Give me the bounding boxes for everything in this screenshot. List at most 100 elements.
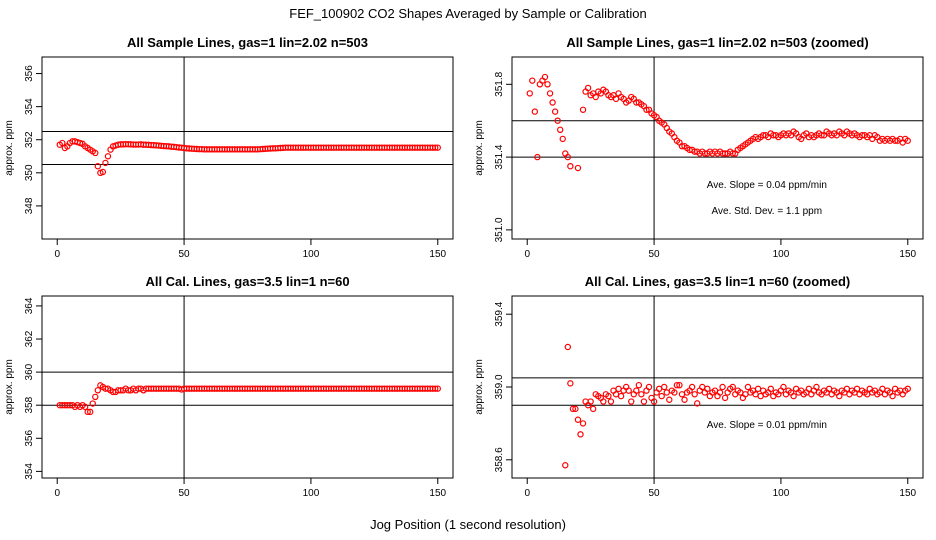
figure-xlabel: Jog Position (1 second resolution)	[370, 517, 566, 532]
data-point	[574, 416, 582, 423]
data-point	[666, 396, 673, 403]
data-point	[59, 139, 66, 147]
data-point	[607, 398, 615, 405]
x-tick-label: 100	[303, 249, 320, 260]
panel-title: All Cal. Lines, gas=3.5 lin=1 n=60 (zoom…	[585, 274, 851, 289]
y-axis-label: approx. ppm	[474, 359, 485, 415]
data-point	[432, 385, 439, 392]
y-tick-label: 358.6	[494, 447, 505, 472]
data-point	[567, 162, 574, 170]
data-point	[94, 162, 102, 170]
data-point	[546, 90, 554, 97]
x-tick-label: 100	[773, 488, 790, 499]
x-tick-label: 150	[429, 249, 446, 260]
data-point	[818, 132, 825, 139]
x-tick-label: 50	[179, 249, 191, 260]
annotation: Ave. Std. Dev. = 1.1 ppm	[712, 206, 823, 217]
data-point	[645, 383, 653, 391]
x-tick-label: 50	[649, 488, 661, 499]
data-point	[635, 381, 643, 389]
data-point	[628, 398, 635, 405]
data-point	[89, 400, 96, 407]
x-tick-label: 150	[429, 488, 446, 499]
data-point	[605, 392, 612, 400]
data-point	[84, 408, 91, 416]
data-point	[87, 408, 94, 416]
plot-frame	[511, 295, 924, 479]
data-point	[904, 385, 911, 393]
data-point	[564, 153, 572, 161]
data-point	[729, 383, 736, 391]
data-point	[559, 135, 566, 143]
annotation: Ave. Slope = 0.01 ppm/min	[707, 420, 827, 431]
y-tick-label: 356	[24, 65, 35, 82]
data-point	[92, 149, 99, 157]
data-point	[81, 403, 89, 411]
data-point	[526, 90, 533, 97]
x-tick-label: 50	[649, 249, 661, 260]
data-point	[638, 391, 645, 398]
y-axis-label: approx. ppm	[4, 120, 15, 176]
y-tick-label: 364	[24, 297, 35, 314]
data-point	[569, 405, 577, 413]
data-point	[564, 343, 572, 351]
data-point	[557, 126, 564, 134]
y-tick-label: 362	[24, 330, 35, 347]
data-point	[92, 393, 99, 401]
y-axis-label: approx. ppm	[4, 359, 15, 415]
data-point	[572, 405, 579, 413]
data-point	[754, 385, 762, 393]
x-tick-label: 0	[524, 488, 530, 499]
data-point	[673, 381, 681, 389]
data-point	[531, 108, 539, 115]
data-point	[574, 164, 582, 172]
x-tick-label: 0	[524, 249, 530, 260]
data-point	[704, 385, 711, 393]
data-point	[567, 380, 574, 387]
data-point	[534, 153, 541, 161]
data-point	[579, 420, 587, 427]
annotation: Ave. Slope = 0.04 ppm/min	[707, 180, 827, 191]
y-axis-label: approx. ppm	[474, 120, 485, 176]
data-point	[432, 144, 439, 151]
panel-4: All Cal. Lines, gas=3.5 lin=1 n=60 (zoom…	[474, 274, 924, 499]
data-point	[625, 387, 632, 394]
data-point	[744, 383, 752, 391]
data-points	[56, 138, 441, 177]
plot-frame	[41, 56, 454, 240]
x-tick-label: 50	[179, 488, 191, 499]
data-point	[579, 106, 587, 113]
x-tick-label: 100	[773, 249, 790, 260]
data-point	[729, 150, 736, 157]
data-point	[104, 153, 112, 160]
x-tick-label: 0	[54, 488, 60, 499]
y-tick-label: 359.4	[494, 301, 505, 326]
data-point	[716, 389, 724, 396]
data-point	[592, 93, 599, 101]
y-tick-label: 356	[24, 430, 35, 447]
data-point	[691, 391, 698, 398]
data-point	[676, 381, 683, 389]
data-point	[790, 392, 797, 400]
data-point	[643, 106, 650, 113]
data-point	[584, 84, 592, 92]
data-point	[640, 398, 648, 405]
data-point	[600, 398, 607, 405]
y-tick-label: 352	[24, 131, 35, 148]
y-tick-label: 351.0	[494, 217, 505, 242]
y-tick-label: 354	[24, 463, 35, 480]
data-point	[681, 396, 688, 403]
data-point	[94, 387, 102, 394]
data-point	[434, 144, 441, 151]
y-tick-label: 351.4	[494, 144, 505, 169]
data-point	[780, 383, 787, 391]
data-point	[836, 392, 843, 400]
figure-title: FEF_100902 CO2 Shapes Averaged by Sample…	[289, 6, 646, 21]
data-point	[767, 385, 774, 393]
data-point	[721, 394, 729, 402]
data-point	[650, 398, 658, 405]
data-point	[554, 117, 561, 124]
data-point	[529, 77, 536, 84]
data-point	[658, 392, 665, 400]
